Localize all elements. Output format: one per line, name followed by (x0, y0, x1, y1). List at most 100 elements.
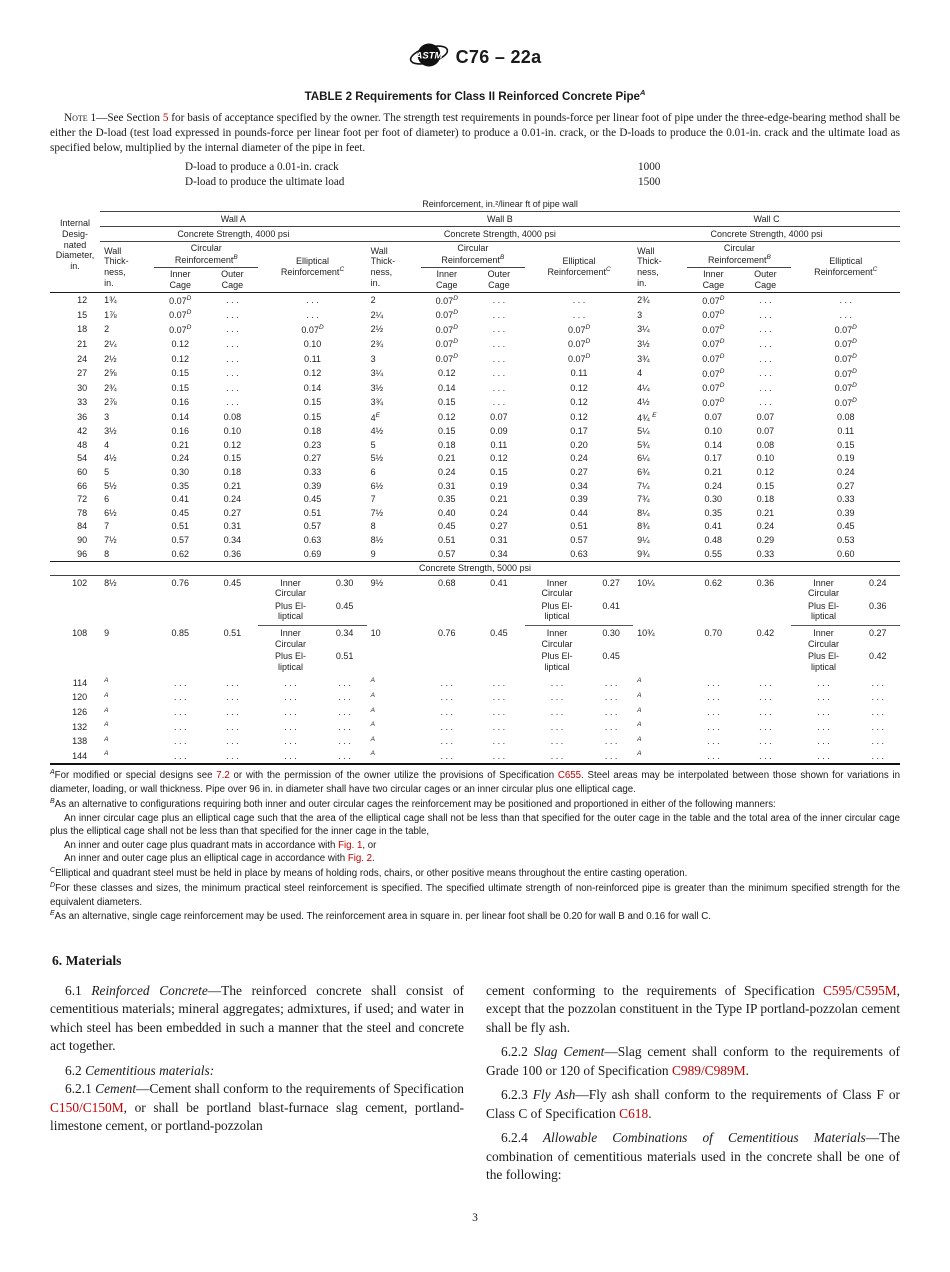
elliptical-value: 0.27 (869, 628, 887, 639)
cell-elliptical: . . . (306, 295, 319, 306)
cell-diameter: 78 (77, 507, 88, 518)
cell-outer-cage: . . . (492, 692, 506, 703)
cell-diameter: 60 (77, 466, 88, 477)
cell-thickness: A (633, 748, 688, 766)
footnote-paragraph: An inner circular cage plus an elliptica… (50, 812, 900, 839)
reference-link[interactable]: 5 (162, 111, 169, 124)
table-row: 42 3½ 0.16 0.10 0.18 4½ 0.15 0.09 0.17 5¼ 0.10 0.07… (50, 425, 900, 439)
table-row: 18 2 0.07D . . . 0.07D 2½ 0.07D . . . 0.07D 3¼ 0.0… (50, 322, 900, 337)
cell-elliptical-label: . . . (817, 692, 830, 703)
svg-text:ASTM: ASTM (414, 51, 443, 62)
reference-link[interactable]: C618 (619, 1105, 649, 1121)
cell-elliptical-label: Inner Circular Plus El- liptical (791, 575, 856, 627)
text-run: An inner and outer cage plus quadrant ma… (64, 839, 339, 851)
text-run: , except that the pozzolan constituent i… (486, 982, 900, 1035)
cell-inner-cage: 0.35 (704, 507, 723, 518)
cell-thickness: A (100, 748, 155, 766)
reference-link[interactable]: C655 (557, 770, 582, 782)
dload-list: D-load to produce a 0.01-in. crack 1000 … (50, 160, 900, 191)
cell-elliptical-value: . . . (604, 721, 618, 732)
cell-elliptical-value: . . . (589, 748, 634, 766)
cell-outer-cage: 0.45 (490, 627, 508, 638)
reference-link[interactable]: C150/C150M (50, 1099, 124, 1115)
column-group-wall: Wall C (633, 211, 900, 228)
text-run: Cementitious materials: (85, 1062, 215, 1078)
cell-thickness: 5 (370, 439, 376, 450)
cell-elliptical-value: . . . (338, 677, 351, 688)
footnote-letter: E (50, 910, 55, 918)
cell-elliptical: 0.07D (301, 323, 324, 335)
superscript: D (453, 338, 458, 346)
cell-outer-cage: . . . (226, 309, 239, 320)
superscript: A (104, 677, 109, 685)
reference-link[interactable]: Fig. 2 (347, 853, 373, 865)
reference-link[interactable]: C595/C595M (822, 982, 897, 998)
reference-link[interactable]: 7.2 (216, 770, 230, 782)
cell-outer-cage: . . . (226, 677, 239, 688)
cell-elliptical-label: . . . (791, 748, 856, 766)
text-run: 6.2.3 (501, 1087, 533, 1103)
reference-link[interactable]: Fig. 1 (338, 839, 363, 851)
cell-inner-cage: 0.24 (438, 466, 456, 477)
footnote-letter: A (50, 769, 55, 777)
cell-inner-cage: . . . (174, 736, 187, 747)
superscript: A (104, 750, 109, 758)
table-row: 132 A . . . . . . . . . . . . A . . . . . . . . .… (50, 720, 900, 735)
footnote-letter: B (50, 797, 55, 805)
cell-thickness: A (633, 676, 687, 691)
cell-outer-cage: 0.07 (756, 412, 775, 423)
elliptical-value: 0.36 (869, 600, 887, 611)
cell-inner-cage: 0.45 (438, 521, 456, 532)
table-row: 33 2⅞ 0.16 . . . 0.15 3¾ 0.15 . . . 0.12 4½ 0.07D.… (50, 395, 900, 410)
cell-elliptical-value: 0.27 0.42 (856, 626, 900, 676)
table-row: 30 2¾ 0.15 . . . 0.14 3½ 0.14 . . . 0.12 4¼ 0.07D.… (50, 381, 900, 396)
cell-inner-cage: 0.35 (171, 480, 190, 491)
dload-label: D-load to produce the ultimate load (185, 176, 345, 189)
table-header-row: Wall A Wall B Wall C (50, 211, 900, 228)
cell-thickness: 2¾ (370, 338, 384, 349)
cell-diameter: 138 (72, 736, 88, 747)
cell-thickness: 6½ (370, 480, 384, 491)
reference-link[interactable]: C989/C989M (671, 1062, 746, 1078)
superscript: D (186, 309, 192, 317)
cell-inner-cage: 0.07D (435, 338, 458, 350)
table-header-row: Wall Thick- ness, in. Circular Reinforcem… (50, 241, 900, 294)
cell-thickness: A (633, 690, 687, 705)
cell-elliptical-value: . . . (338, 736, 351, 747)
cell-outer-cage: 0.15 (490, 466, 508, 477)
cell-elliptical: 0.07D (834, 323, 857, 335)
cell-inner-cage: 0.24 (171, 453, 190, 464)
text-run: , or (362, 839, 377, 851)
column-header-inner-cage: Inner Cage (687, 267, 740, 294)
cell-outer-cage: 0.12 (223, 439, 242, 450)
cell-inner-cage: . . . (440, 736, 454, 747)
cell-elliptical-label: Inner Circular Plus El- liptical (791, 626, 855, 676)
cell-inner-cage: 0.40 (438, 507, 456, 518)
cell-outer-cage: . . . (492, 338, 506, 349)
cell-elliptical: 0.27 (570, 466, 588, 477)
table-title-footnote-ref: A (640, 88, 646, 97)
text-run: For these classes and sizes, the minimum… (50, 883, 900, 908)
cell-inner-cage: 0.15 (438, 426, 456, 437)
dload-label: D-load to produce a 0.01-in. crack (185, 160, 339, 173)
footnote: EAs an alternative, single cage reinforc… (50, 909, 900, 924)
cell-outer-cage: 0.07 (490, 412, 508, 423)
elliptical-inner-circular-label: Inner Circular (274, 577, 306, 599)
elliptical-value: 0.27 (602, 577, 620, 588)
cell-inner-cage: 0.76 (171, 577, 190, 588)
superscript: D (453, 309, 458, 317)
elliptical-inner-circular-label: Inner Circular (541, 628, 573, 649)
superscript: A (637, 691, 642, 699)
superscript: D (852, 382, 857, 390)
cell-elliptical-label: . . . (550, 721, 564, 732)
elliptical-inner-circular-label: Inner Circular (808, 577, 840, 599)
cell-outer-cage: 0.34 (223, 535, 242, 545)
table-row: 120 A . . . . . . . . . . . . A . . . . . . . . .… (50, 690, 900, 705)
cell-inner-cage: 0.07D (702, 396, 725, 408)
cell-thickness: 9 (370, 548, 376, 559)
cell-elliptical-value: . . . (338, 707, 351, 718)
superscript: D (719, 294, 725, 302)
cell-outer-cage: 0.36 (223, 548, 242, 559)
cell-inner-cage: 0.51 (438, 535, 456, 545)
column-header-elliptical: Elliptical ReinforcementC (524, 241, 634, 294)
